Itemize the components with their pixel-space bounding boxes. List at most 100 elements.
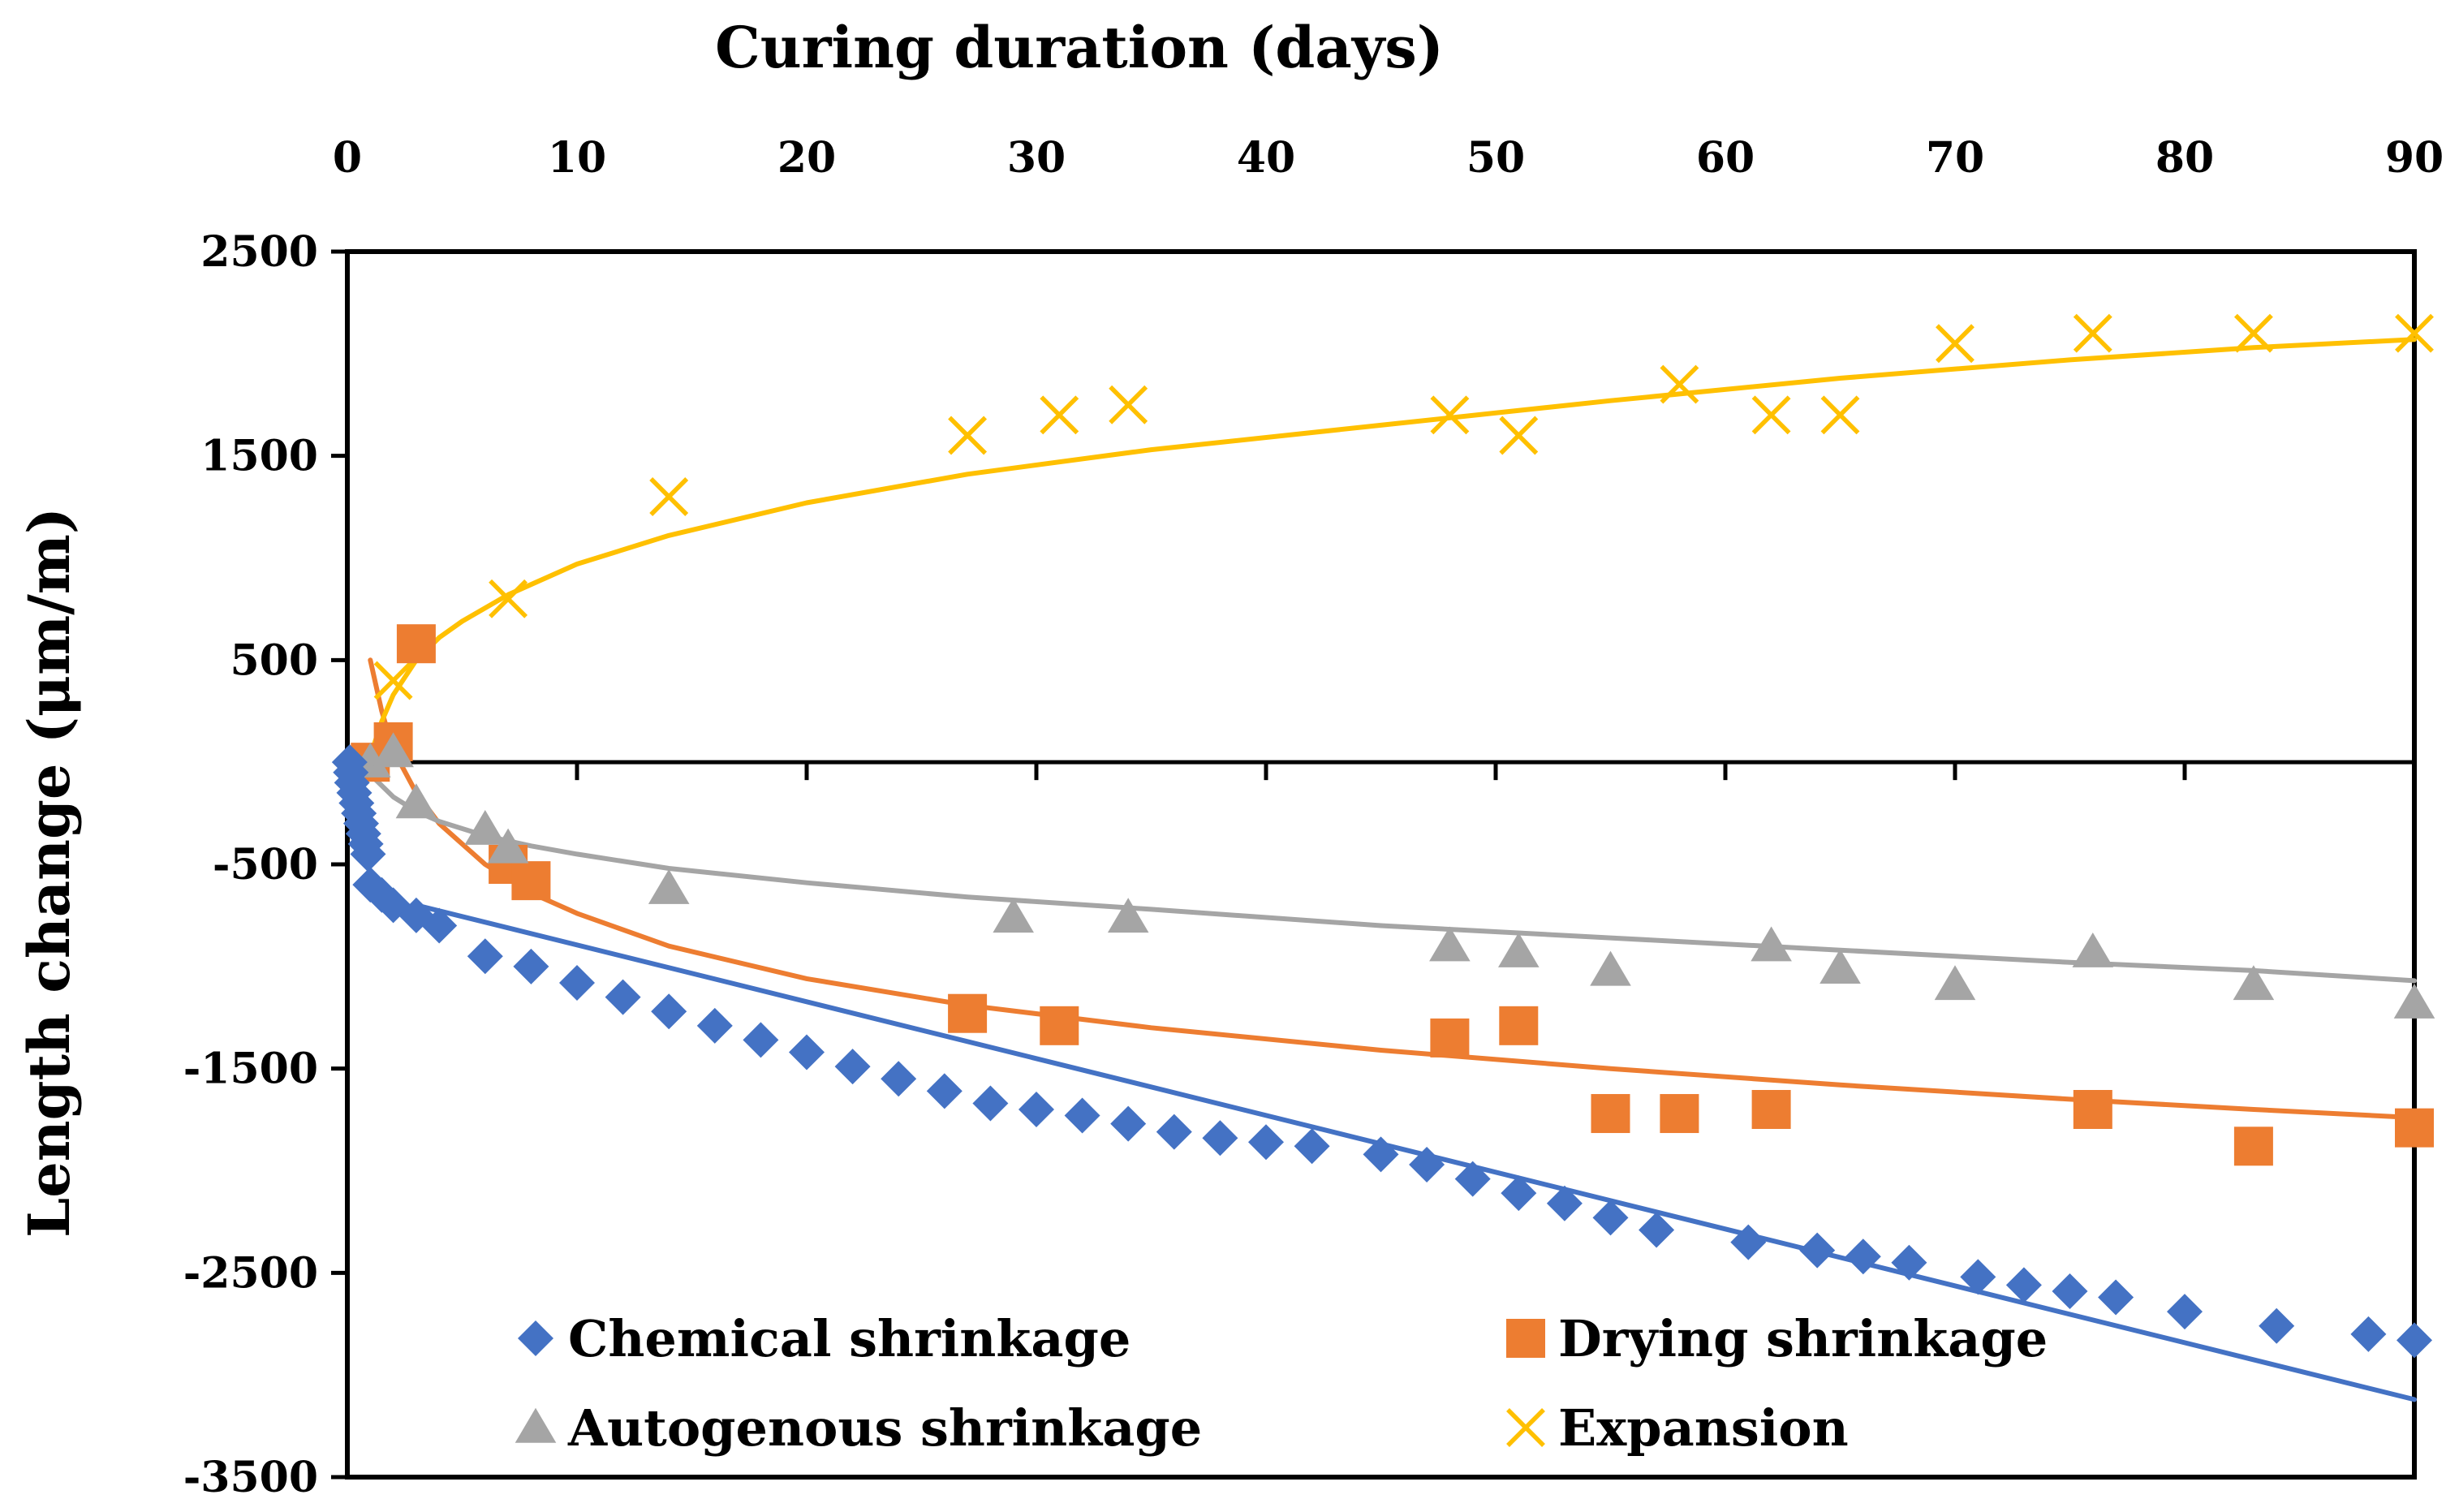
x-marker-stroke <box>1499 416 1539 455</box>
data-point <box>421 907 458 944</box>
data-point <box>2259 1307 2295 1344</box>
data-point <box>649 477 689 516</box>
data-point <box>511 861 551 901</box>
data-point <box>2073 313 2112 353</box>
data-point <box>1110 1105 1147 1142</box>
y-tick-label: -2500 <box>183 1248 318 1298</box>
data-point <box>395 783 437 819</box>
data-point <box>559 964 595 1001</box>
y-tick-label: 500 <box>230 635 318 685</box>
x-marker-stroke <box>489 579 528 618</box>
y-tick-label: 2500 <box>200 227 318 277</box>
data-point <box>1751 1090 1791 1129</box>
x-marker-stroke <box>1506 1408 1545 1447</box>
data-point <box>1591 1094 1630 1134</box>
x-tick-label: 0 <box>333 133 362 183</box>
data-point <box>1891 1244 1927 1281</box>
data-point <box>1430 1018 1470 1058</box>
legend-marker <box>518 1320 553 1356</box>
x-tick-label: 90 <box>2385 133 2444 183</box>
data-point <box>373 661 413 700</box>
data-point <box>789 1034 825 1070</box>
data-point <box>1819 949 1861 984</box>
data-markers <box>331 313 2435 1359</box>
data-point <box>1820 395 1860 435</box>
legend-marker <box>1506 1408 1545 1447</box>
x-tick-label: 60 <box>1696 133 1755 183</box>
x-marker-stroke <box>1820 395 1860 435</box>
data-point <box>1202 1120 1238 1157</box>
data-point <box>1107 898 1149 933</box>
data-point <box>972 1085 1009 1122</box>
x-marker-stroke <box>2073 313 2112 353</box>
data-point <box>948 993 988 1033</box>
y-tick-label: -3500 <box>183 1453 318 1502</box>
data-point <box>1546 1185 1583 1221</box>
data-point <box>1751 395 1791 435</box>
data-point <box>1799 1232 1836 1269</box>
data-point <box>1499 1006 1539 1045</box>
data-point <box>1294 1128 1330 1165</box>
data-point <box>743 1022 779 1058</box>
data-point <box>1018 1092 1054 1127</box>
x-marker-stroke <box>649 477 689 516</box>
data-point <box>350 836 386 872</box>
legend-item: Drying shrinkage <box>1506 1309 2048 1368</box>
x-tick-label: 70 <box>1926 133 1984 183</box>
y-tick-label: -500 <box>213 840 318 890</box>
data-point <box>1751 926 1792 962</box>
x-marker-stroke <box>373 661 413 700</box>
data-point <box>948 416 988 455</box>
legend-item: Expansion <box>1506 1398 1849 1458</box>
x-marker-stroke <box>1109 385 1148 424</box>
data-point <box>2395 313 2434 353</box>
series-chemical-shrinkage <box>331 744 2432 1359</box>
data-point <box>1845 1238 1881 1275</box>
y-tick-label: 1500 <box>200 432 318 481</box>
legend-marker <box>515 1407 557 1443</box>
data-point <box>1639 1212 1675 1248</box>
x-axis-ticks: 0 10 20 30 40 50 60 70 80 90 <box>333 133 2444 781</box>
legend-item: Chemical shrinkage <box>518 1309 1130 1368</box>
data-point <box>651 993 687 1030</box>
legend-label: Drying shrinkage <box>1558 1309 2048 1368</box>
y-tick-label: -1500 <box>183 1045 318 1094</box>
data-point <box>1429 926 1471 962</box>
x-tick-label: 50 <box>1466 133 1525 183</box>
data-point <box>1660 364 1699 404</box>
data-point <box>2072 933 2114 967</box>
data-point <box>1109 385 1148 424</box>
y-axis-title: Length change (μm/m) <box>15 507 83 1238</box>
data-point <box>2073 1090 2112 1129</box>
y-axis-ticks: 2500 1500 500 -500 -1500 -2500 -3500 <box>183 227 347 1502</box>
legend-label: Autogenous shrinkage <box>567 1398 1202 1458</box>
data-point <box>696 1007 733 1044</box>
x-tick-label: 10 <box>548 133 606 183</box>
series-expansion <box>351 313 2434 782</box>
x-marker-stroke <box>948 416 988 455</box>
data-point <box>834 1049 871 1085</box>
data-point <box>2233 1126 2273 1166</box>
trendline-chemical-shrinkage <box>413 902 2417 1402</box>
x-marker-stroke <box>1430 395 1470 435</box>
data-point <box>2397 1322 2432 1359</box>
data-point <box>605 979 641 1015</box>
x-marker-stroke <box>1660 364 1699 404</box>
data-point <box>487 828 529 864</box>
data-point <box>2098 1279 2134 1316</box>
legend-item: Autogenous shrinkage <box>515 1398 1202 1458</box>
data-point <box>1501 1175 1537 1212</box>
data-point <box>2233 313 2273 353</box>
x-marker-stroke <box>2395 313 2434 353</box>
legend-label: Chemical shrinkage <box>568 1309 1130 1368</box>
data-point <box>1936 324 1975 364</box>
series-autogenous-shrinkage <box>350 732 2435 1019</box>
data-point <box>1592 1200 1629 1236</box>
data-point <box>1454 1161 1491 1197</box>
x-tick-label: 40 <box>1237 133 1295 183</box>
data-point <box>1499 416 1539 455</box>
legend: Chemical shrinkage Drying shrinkage Autoge… <box>515 1309 2048 1458</box>
data-point <box>1040 395 1079 435</box>
data-point <box>2395 1108 2434 1148</box>
